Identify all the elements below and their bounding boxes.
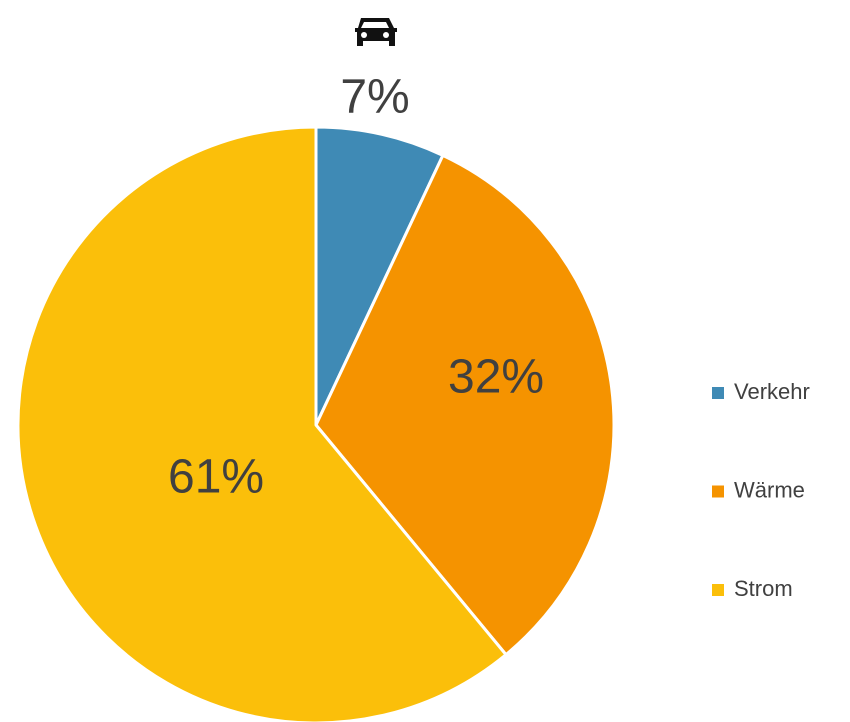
legend-label: Verkehr: [734, 379, 810, 404]
data-label: 7%: [340, 71, 409, 124]
pie-slice: [314, 153, 616, 657]
legend-swatch: [712, 485, 724, 498]
legend-label: Wärme: [734, 477, 805, 502]
legend-swatch: [712, 387, 724, 399]
pie-slice: [16, 125, 508, 722]
car-icon: [355, 18, 397, 46]
legend-label: Strom: [734, 576, 793, 601]
legend-swatch: [712, 584, 724, 596]
pie-slice: [314, 125, 445, 427]
data-label: 32%: [448, 351, 544, 404]
data-label: 61%: [168, 451, 264, 504]
